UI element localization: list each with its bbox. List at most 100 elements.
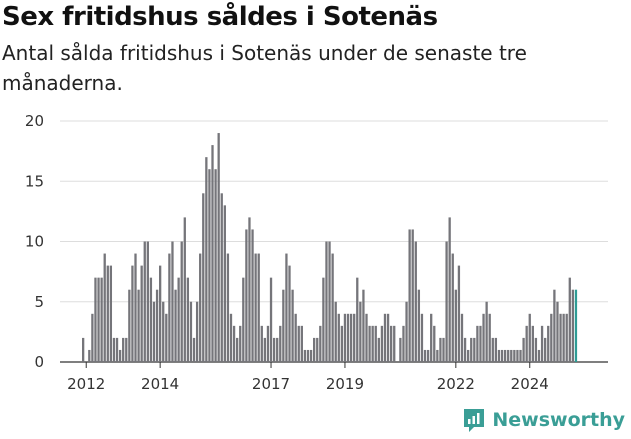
bar: [510, 349, 513, 362]
bar: [282, 289, 285, 362]
bar: [356, 277, 359, 362]
y-tick-label: 10: [25, 233, 44, 251]
bar: [386, 313, 390, 362]
bar: [125, 337, 128, 362]
bar: [220, 193, 223, 362]
newsworthy-icon: [464, 409, 485, 432]
bar: [565, 313, 568, 362]
bar: [115, 337, 119, 362]
bar: [436, 349, 439, 362]
bar: [137, 289, 140, 362]
bar: [183, 217, 186, 362]
bar: [146, 241, 149, 362]
bar: [242, 277, 245, 362]
y-axis-ticks: 0 5 10 15 20: [25, 112, 44, 371]
bar: [159, 265, 162, 362]
bar: [165, 313, 168, 362]
bar: [445, 241, 448, 362]
bar: [266, 325, 270, 362]
bar: [325, 241, 328, 362]
bar: [288, 265, 291, 362]
x-tick-label: 2024: [511, 375, 549, 393]
x-axis-ticks: 2012 2014 2017 2019 2022 2024: [67, 362, 549, 393]
bar: [368, 325, 371, 362]
bar: [248, 217, 251, 362]
newsworthy-logo[interactable]: Newsworthy: [462, 407, 625, 433]
bar: [402, 325, 405, 362]
bar: [522, 337, 525, 362]
bar: [223, 205, 226, 362]
bar: [229, 313, 233, 362]
bar: [420, 313, 424, 362]
bar: [168, 253, 171, 362]
bar: [152, 301, 156, 362]
bar: [257, 253, 260, 362]
bar: [208, 169, 211, 362]
bar: [91, 313, 94, 362]
bar: [118, 349, 122, 362]
bar: [439, 337, 442, 362]
bar: [525, 325, 528, 362]
bar: [177, 277, 180, 362]
bar: [374, 325, 377, 362]
bar: [180, 241, 183, 362]
bar: [537, 349, 541, 362]
brand-name: Newsworthy: [492, 409, 625, 431]
x-tick-label: 2014: [141, 375, 179, 393]
bars: [82, 133, 578, 362]
bar: [430, 313, 433, 362]
bar: [236, 337, 239, 362]
y-tick-label: 15: [25, 172, 44, 190]
bar: [544, 337, 547, 362]
bar: [482, 313, 485, 362]
bar: [497, 349, 501, 362]
bar: [306, 349, 310, 362]
bar: [140, 265, 143, 362]
bar: [334, 301, 337, 362]
bar: [485, 301, 488, 362]
bar: [383, 313, 387, 362]
bar: [291, 289, 294, 362]
bar: [109, 265, 113, 362]
bar: [254, 253, 257, 362]
bar: [186, 277, 190, 362]
bar: [309, 349, 313, 362]
bar: [488, 313, 491, 362]
bar: [571, 289, 575, 362]
bar: [162, 301, 165, 362]
bar: [467, 349, 470, 362]
bar-chart: 0 5 10 15 20 2012 2014 2017 2019 2022 2024 6: [25, 0, 608, 393]
x-tick-label: 2017: [252, 375, 290, 393]
bar: [217, 133, 220, 362]
bar: [442, 337, 445, 362]
bar: [285, 253, 288, 362]
bar: [460, 313, 464, 362]
chart-subtitle: Antal sålda fritidshus i Sotenäs under d…: [2, 41, 527, 95]
bar: [476, 325, 479, 362]
bar: [534, 337, 538, 362]
bar: [97, 277, 100, 362]
annotations: 6: [574, 0, 585, 5]
bar: [313, 337, 316, 362]
bar: [328, 241, 331, 362]
bar: [503, 349, 507, 362]
bar: [362, 289, 365, 362]
bar: [547, 325, 550, 362]
bar: [316, 337, 319, 362]
bar: [174, 289, 177, 362]
bar: [454, 289, 457, 362]
bar: [411, 229, 414, 362]
bar: [559, 313, 562, 362]
bar: [251, 229, 254, 362]
bar: [519, 349, 522, 362]
bar: [377, 337, 380, 362]
bar: [131, 265, 134, 362]
bar: [390, 325, 393, 362]
bar: [269, 277, 273, 362]
bar: [513, 349, 516, 362]
bar: [507, 349, 510, 362]
bar: [239, 325, 242, 362]
bar: [343, 313, 347, 362]
bar: [349, 313, 353, 362]
bar: [260, 325, 263, 362]
